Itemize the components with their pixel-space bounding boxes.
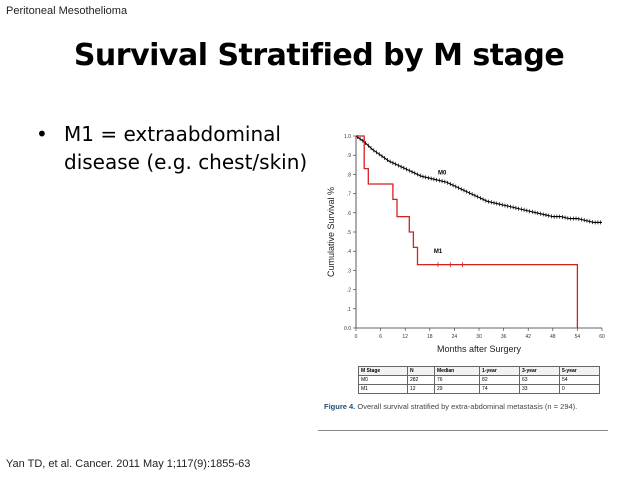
x-tick-label: 54 bbox=[575, 334, 581, 340]
table-header-cell: 3-year bbox=[519, 366, 560, 376]
x-tick-label: 30 bbox=[476, 334, 482, 340]
table-header-cell: M Stage bbox=[358, 366, 408, 376]
x-tick-label: 42 bbox=[525, 334, 531, 340]
table-header-row: M Stage N Median 1-year 3-year 5-year bbox=[358, 366, 601, 376]
survival-table: M Stage N Median 1-year 3-year 5-year M0… bbox=[358, 366, 601, 394]
table-row: M0 282 76 82 63 54 bbox=[358, 375, 601, 385]
citation: Yan TD, et al. Cancer. 2011 May 1;117(9)… bbox=[6, 458, 251, 470]
y-tick-label: .6 bbox=[347, 211, 351, 217]
y-tick-label: .4 bbox=[347, 249, 351, 255]
y-tick-label: .5 bbox=[347, 230, 351, 236]
bullet-marker: • bbox=[36, 122, 48, 146]
y-tick-label: .3 bbox=[347, 268, 351, 274]
series-line-m1 bbox=[356, 135, 579, 328]
table-cell: 282 bbox=[406, 375, 436, 385]
table-cell: 74 bbox=[479, 384, 521, 394]
slide-title: Survival Stratified by M stage bbox=[73, 38, 565, 73]
y-tick-label: .9 bbox=[347, 153, 351, 159]
table-cell: 29 bbox=[433, 384, 481, 394]
y-tick-label: .7 bbox=[347, 192, 351, 198]
x-tick-label: 24 bbox=[452, 334, 458, 340]
table-row: M1 12 29 74 33 0 bbox=[358, 384, 601, 394]
table-cell: 63 bbox=[519, 375, 560, 385]
table-header-cell: N bbox=[406, 366, 436, 376]
x-tick-label: 12 bbox=[402, 334, 408, 340]
x-tick-label: 60 bbox=[599, 334, 605, 340]
y-tick-label: .8 bbox=[347, 172, 351, 178]
table-header-cell: 5-year bbox=[558, 366, 601, 376]
table-header-cell: 1-year bbox=[479, 366, 521, 376]
x-tick-label: 18 bbox=[427, 334, 433, 340]
figure-caption-lead: Figure 4. bbox=[324, 402, 356, 411]
figure-caption: Figure 4. Overall survival stratified by… bbox=[324, 402, 609, 411]
table-cell: 12 bbox=[406, 384, 436, 394]
bullet-text: M1 = extraabdominal disease (e.g. chest/… bbox=[64, 122, 308, 174]
header-label: Peritoneal Mesothelioma bbox=[6, 5, 128, 17]
y-tick-label: 0.0 bbox=[344, 326, 351, 332]
table-cell: 76 bbox=[433, 375, 481, 385]
x-tick-label: 48 bbox=[550, 334, 556, 340]
table-cell: 0 bbox=[558, 384, 601, 394]
x-tick-label: 36 bbox=[501, 334, 507, 340]
x-axis-label: Months after Surgery bbox=[437, 344, 522, 354]
table-cell: 54 bbox=[558, 375, 601, 385]
figure-caption-body: Overall survival stratified by extra-abd… bbox=[357, 402, 578, 411]
y-tick-label: .2 bbox=[347, 288, 351, 294]
y-tick-label: .1 bbox=[347, 307, 351, 313]
series-label-m0: M0 bbox=[438, 170, 447, 176]
survival-figure: 0.0 .1 .2 .3 .4 .5 .6 .7 .8 .9 1.0 0 6 12 18 24 30 36 42 48… bbox=[318, 122, 618, 442]
series-line-m0 bbox=[355, 135, 602, 223]
table-cell: 33 bbox=[519, 384, 560, 394]
table-header-cell: Median bbox=[433, 366, 481, 376]
table-cell: M0 bbox=[358, 375, 408, 385]
kaplan-meier-chart: 0.0 .1 .2 .3 .4 .5 .6 .7 .8 .9 1.0 0 6 12 18 24 30 36 42 48… bbox=[326, 134, 605, 354]
figure-divider bbox=[318, 430, 608, 431]
y-tick-label: 1.0 bbox=[344, 134, 351, 140]
y-axis-label: Cumulative Survival % bbox=[326, 187, 336, 277]
table-cell: 82 bbox=[479, 375, 521, 385]
table-cell: M1 bbox=[358, 384, 408, 394]
x-tick-label: 6 bbox=[379, 334, 382, 340]
series-label-m1: M1 bbox=[434, 249, 443, 255]
x-tick-label: 0 bbox=[355, 334, 358, 340]
